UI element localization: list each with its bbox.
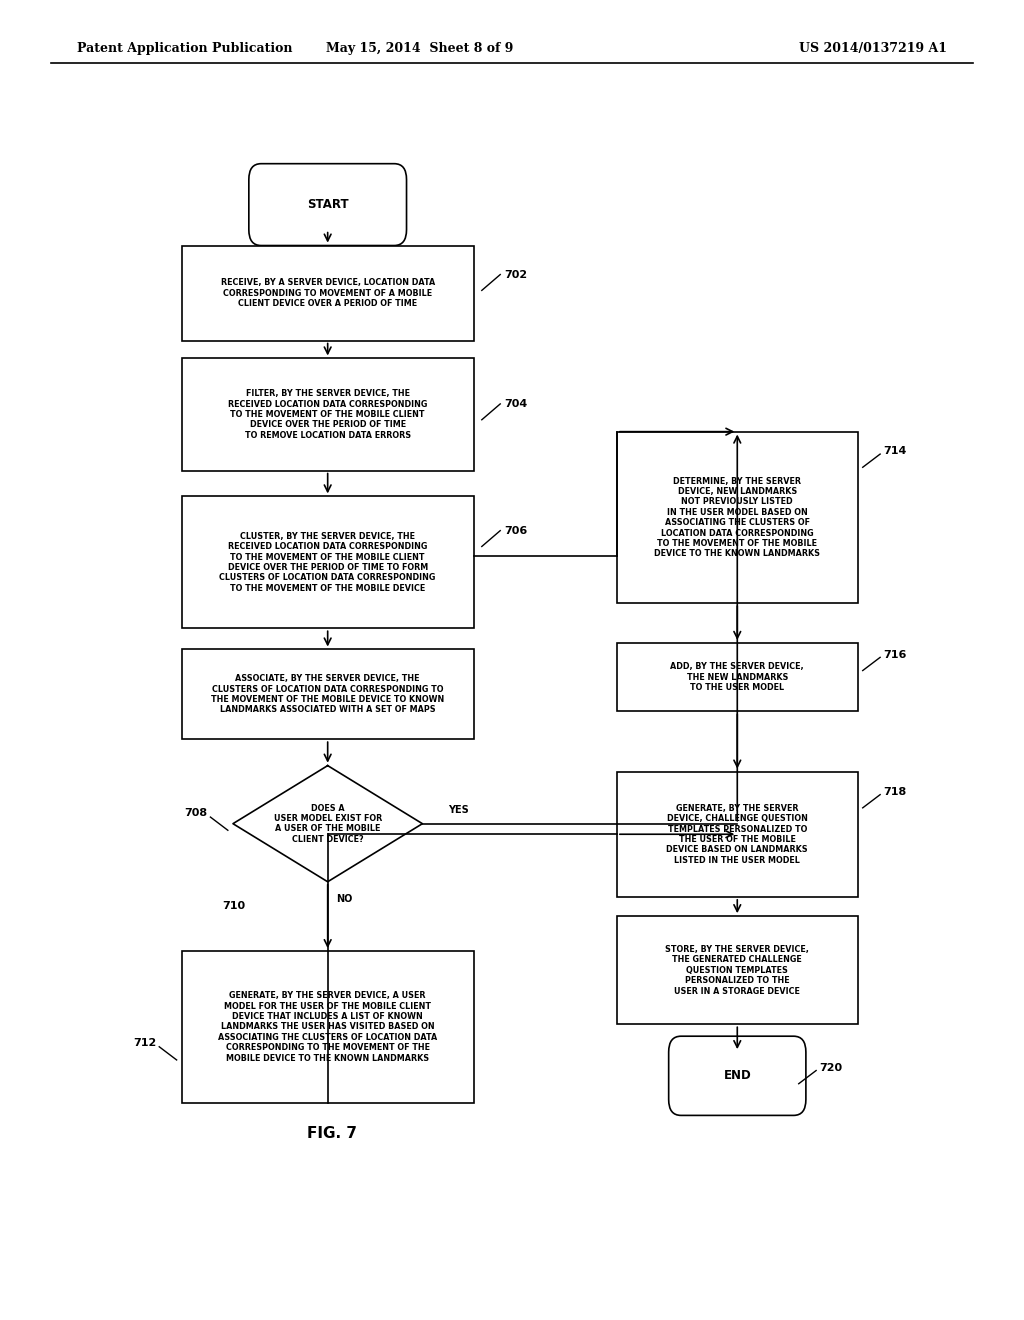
Text: GENERATE, BY THE SERVER
DEVICE, CHALLENGE QUESTION
TEMPLATES PERSONALIZED TO
THE: GENERATE, BY THE SERVER DEVICE, CHALLENG…	[667, 804, 808, 865]
Text: 702: 702	[505, 269, 527, 280]
FancyBboxPatch shape	[616, 771, 858, 898]
FancyBboxPatch shape	[616, 432, 858, 603]
Text: 712: 712	[133, 1038, 157, 1048]
FancyBboxPatch shape	[616, 643, 858, 711]
Text: CLUSTER, BY THE SERVER DEVICE, THE
RECEIVED LOCATION DATA CORRESPONDING
TO THE M: CLUSTER, BY THE SERVER DEVICE, THE RECEI…	[219, 532, 436, 593]
FancyBboxPatch shape	[182, 246, 473, 341]
Text: 714: 714	[883, 446, 906, 457]
Text: START: START	[307, 198, 348, 211]
Text: 704: 704	[505, 399, 527, 409]
Text: Patent Application Publication: Patent Application Publication	[77, 42, 292, 55]
Text: YES: YES	[449, 805, 469, 816]
Text: END: END	[723, 1069, 752, 1082]
Text: 716: 716	[883, 649, 906, 660]
Text: 706: 706	[505, 525, 527, 536]
Polygon shape	[233, 766, 422, 882]
Text: STORE, BY THE SERVER DEVICE,
THE GENERATED CHALLENGE
QUESTION TEMPLATES
PERSONAL: STORE, BY THE SERVER DEVICE, THE GENERAT…	[666, 945, 809, 995]
Text: 718: 718	[883, 787, 906, 797]
Text: DOES A
USER MODEL EXIST FOR
A USER OF THE MOBILE
CLIENT DEVICE?: DOES A USER MODEL EXIST FOR A USER OF TH…	[273, 804, 382, 843]
FancyBboxPatch shape	[669, 1036, 806, 1115]
FancyBboxPatch shape	[182, 649, 473, 739]
FancyBboxPatch shape	[249, 164, 407, 246]
Text: US 2014/0137219 A1: US 2014/0137219 A1	[799, 42, 947, 55]
Text: ADD, BY THE SERVER DEVICE,
THE NEW LANDMARKS
TO THE USER MODEL: ADD, BY THE SERVER DEVICE, THE NEW LANDM…	[671, 663, 804, 692]
FancyBboxPatch shape	[182, 950, 473, 1104]
Text: FIG. 7: FIG. 7	[307, 1126, 357, 1140]
Text: 710: 710	[223, 900, 246, 911]
FancyBboxPatch shape	[182, 358, 473, 470]
Text: GENERATE, BY THE SERVER DEVICE, A USER
MODEL FOR THE USER OF THE MOBILE CLIENT
D: GENERATE, BY THE SERVER DEVICE, A USER M…	[218, 991, 437, 1063]
FancyBboxPatch shape	[182, 496, 473, 628]
Text: 708: 708	[184, 808, 207, 818]
FancyBboxPatch shape	[616, 916, 858, 1024]
Text: DETERMINE, BY THE SERVER
DEVICE, NEW LANDMARKS
NOT PREVIOUSLY LISTED
IN THE USER: DETERMINE, BY THE SERVER DEVICE, NEW LAN…	[654, 477, 820, 558]
Text: ASSOCIATE, BY THE SERVER DEVICE, THE
CLUSTERS OF LOCATION DATA CORRESPONDING TO
: ASSOCIATE, BY THE SERVER DEVICE, THE CLU…	[211, 675, 444, 714]
Text: RECEIVE, BY A SERVER DEVICE, LOCATION DATA
CORRESPONDING TO MOVEMENT OF A MOBILE: RECEIVE, BY A SERVER DEVICE, LOCATION DA…	[220, 279, 435, 308]
Text: NO: NO	[336, 894, 352, 904]
Text: 720: 720	[819, 1063, 843, 1073]
Text: FILTER, BY THE SERVER DEVICE, THE
RECEIVED LOCATION DATA CORRESPONDING
TO THE MO: FILTER, BY THE SERVER DEVICE, THE RECEIV…	[228, 389, 427, 440]
Text: May 15, 2014  Sheet 8 of 9: May 15, 2014 Sheet 8 of 9	[327, 42, 513, 55]
